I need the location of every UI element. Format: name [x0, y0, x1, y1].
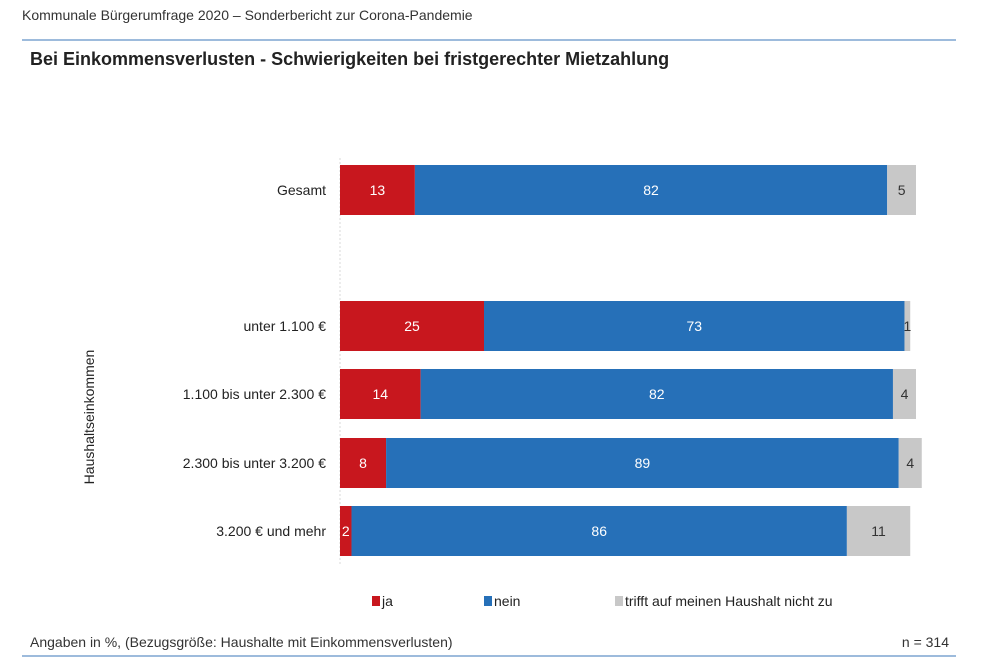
legend-label: trifft auf meinen Haushalt nicht zu [625, 593, 833, 609]
legend-label: nein [494, 593, 520, 609]
bar-ja [340, 506, 352, 556]
data-label: 89 [635, 455, 651, 471]
report-header: Kommunale Bürgerumfrage 2020 – Sonderber… [22, 7, 473, 23]
bar-ja [340, 438, 387, 488]
bar-trifft [887, 165, 916, 215]
data-label: 11 [871, 523, 886, 539]
footer-divider [22, 655, 956, 657]
data-label: 8 [359, 455, 367, 471]
bar-nein [414, 165, 888, 215]
data-label: 25 [404, 318, 420, 334]
bar-nein [420, 369, 893, 419]
data-label: 4 [906, 455, 914, 471]
category-label: unter 1.100 € [243, 318, 326, 334]
bar-trifft [898, 438, 922, 488]
category-label: 3.200 € und mehr [216, 523, 326, 539]
data-label: 2 [342, 523, 350, 539]
data-label: 82 [649, 386, 665, 402]
data-label: 86 [591, 523, 607, 539]
sample-size: n = 314 [901, 634, 949, 650]
bar-ja [340, 165, 415, 215]
category-label: Gesamt [277, 182, 326, 198]
data-label: 4 [901, 386, 909, 402]
chart-title: Bei Einkommensverlusten - Schwierigkeite… [30, 49, 670, 69]
data-label: 13 [370, 182, 386, 198]
bar-nein [484, 301, 905, 351]
footer-note: Angaben in %, (Bezugsgröße: Haushalte mi… [30, 634, 453, 650]
legend-swatch-ja [372, 596, 380, 606]
legend-label: ja [381, 593, 393, 609]
bar-trifft [846, 506, 911, 556]
legend-swatch-nein [484, 596, 492, 606]
data-label: 82 [643, 182, 659, 198]
bar-ja [340, 301, 484, 351]
bar-ja [340, 369, 421, 419]
data-label: 14 [373, 386, 389, 402]
data-label: 73 [686, 318, 702, 334]
category-label: 1.100 bis unter 2.300 € [183, 386, 326, 402]
bar-nein [351, 506, 847, 556]
y-axis-label: Haushaltseinkommen [81, 350, 97, 485]
data-label: 1 [903, 318, 911, 334]
bar-trifft [892, 369, 916, 419]
category-label: 2.300 bis unter 3.200 € [183, 455, 326, 471]
legend-swatch-trifft [615, 596, 623, 606]
bar-trifft [904, 301, 911, 351]
data-label: 5 [898, 182, 906, 198]
header-divider [22, 39, 956, 41]
bar-nein [386, 438, 899, 488]
